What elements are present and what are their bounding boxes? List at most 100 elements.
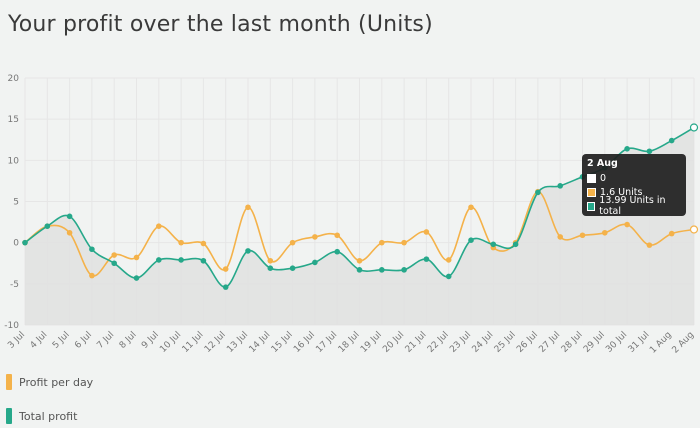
data-point	[133, 275, 140, 281]
y-tick-label: 0	[13, 239, 19, 249]
x-tick-label: 5 Jul	[51, 330, 72, 351]
data-point	[512, 241, 519, 248]
x-tick-label: 8 Jul	[118, 330, 139, 351]
legend-item-profit-per-day[interactable]: Profit per day	[6, 374, 93, 390]
data-point	[133, 254, 140, 261]
x-tick-label: 20 Jul	[381, 330, 406, 355]
data-point	[689, 225, 699, 234]
data-point	[89, 246, 95, 253]
x-tick-label: 6 Jul	[73, 330, 94, 351]
tooltip-row-text: 13.99 Units in total	[599, 195, 666, 217]
data-point	[557, 234, 563, 240]
data-point	[356, 267, 363, 273]
data-point	[267, 265, 274, 271]
data-point	[156, 257, 162, 263]
x-tick-label: 28 Jul	[560, 330, 585, 355]
data-point	[312, 259, 318, 266]
x-tick-label: 11 Jul	[181, 330, 206, 355]
x-tick-label: 4 Jul	[29, 330, 50, 351]
x-tick-label: 22 Jul	[426, 330, 451, 355]
x-tick-label: 17 Jul	[314, 330, 339, 355]
tooltip-row-total: 13.99 Units in total	[587, 195, 681, 217]
x-tick-label: 7 Jul	[95, 330, 116, 351]
series	[22, 123, 699, 290]
data-point	[557, 183, 563, 189]
tooltip-title: 2 Aug	[587, 158, 618, 169]
x-tick-label: 13 Jul	[225, 330, 250, 355]
x-tick-label: 30 Jul	[604, 330, 629, 355]
data-point	[668, 230, 675, 237]
x-tick-label: 10 Jul	[158, 330, 183, 355]
y-axis-ticks: -10 -5 0 5 10 15 20	[4, 74, 19, 331]
y-tick-label: -5	[10, 280, 19, 290]
data-point	[289, 265, 296, 271]
data-point	[356, 257, 363, 264]
legend-label: Profit per day	[19, 375, 94, 389]
tooltip-row-text: 1.6 Units	[600, 186, 643, 198]
hover-tooltip: 2 Aug 0 1.6 Units 13.99 Units in total	[582, 154, 686, 217]
data-point	[156, 223, 162, 229]
x-tick-label: 2 Aug	[671, 330, 697, 356]
tooltip-swatch-daily	[587, 187, 596, 197]
data-point	[579, 232, 586, 239]
data-point	[624, 146, 630, 152]
data-point	[423, 229, 430, 235]
data-point	[602, 229, 608, 236]
data-point	[89, 272, 95, 279]
x-tick-label: 27 Jul	[537, 330, 562, 355]
x-tick-label: 21 Jul	[404, 330, 429, 355]
data-point	[379, 267, 385, 273]
tooltip-row-text: 0	[600, 172, 607, 184]
x-tick-label: 19 Jul	[359, 330, 384, 355]
data-point	[200, 257, 207, 264]
tooltip-row-date-marker: 0	[587, 171, 681, 185]
data-point	[44, 223, 51, 229]
tooltip-swatch-total	[587, 201, 596, 211]
total-profit-area	[25, 127, 694, 325]
x-tick-label: 29 Jul	[582, 330, 607, 355]
x-tick-label: 14 Jul	[248, 330, 273, 355]
data-point	[312, 234, 318, 240]
y-tick-label: 10	[8, 156, 20, 166]
data-point	[535, 189, 541, 196]
data-point	[245, 248, 251, 254]
data-point	[178, 257, 184, 263]
x-tick-label: 1 Aug	[648, 330, 674, 356]
legend-item-total-profit[interactable]: Total profit	[6, 408, 77, 424]
legend-label: Total profit	[19, 409, 78, 423]
x-tick-label: 31 Jul	[627, 330, 652, 355]
data-point	[267, 257, 274, 264]
data-point	[379, 239, 385, 246]
y-tick-label: -10	[4, 321, 19, 331]
tooltip-swatch-white	[587, 173, 596, 183]
y-tick-label: 15	[8, 115, 19, 125]
tooltip-row-daily: 1.6 Units	[587, 185, 681, 199]
data-point	[401, 239, 407, 246]
data-point	[624, 221, 630, 228]
legend-swatch-total	[6, 408, 12, 424]
x-tick-label: 25 Jul	[493, 330, 518, 355]
legend-swatch-daily	[6, 374, 12, 390]
x-tick-label: 18 Jul	[337, 330, 362, 355]
data-point	[646, 242, 653, 248]
x-tick-label: 15 Jul	[270, 330, 295, 355]
data-point	[22, 239, 28, 246]
data-point	[111, 252, 117, 258]
data-point	[445, 257, 452, 263]
data-point	[334, 232, 341, 239]
y-tick-label: 20	[8, 74, 20, 84]
x-tick-label: 24 Jul	[471, 330, 496, 355]
data-point	[66, 229, 73, 236]
data-point	[468, 204, 474, 211]
data-point	[668, 137, 675, 144]
x-tick-label: 12 Jul	[203, 330, 228, 355]
data-point	[401, 267, 407, 273]
x-tick-label: 23 Jul	[448, 330, 473, 355]
data-point	[689, 123, 699, 132]
total-profit-area-fill	[25, 127, 694, 325]
x-tick-label: 16 Jul	[292, 330, 317, 355]
data-point	[222, 266, 229, 272]
data-point	[178, 239, 184, 246]
